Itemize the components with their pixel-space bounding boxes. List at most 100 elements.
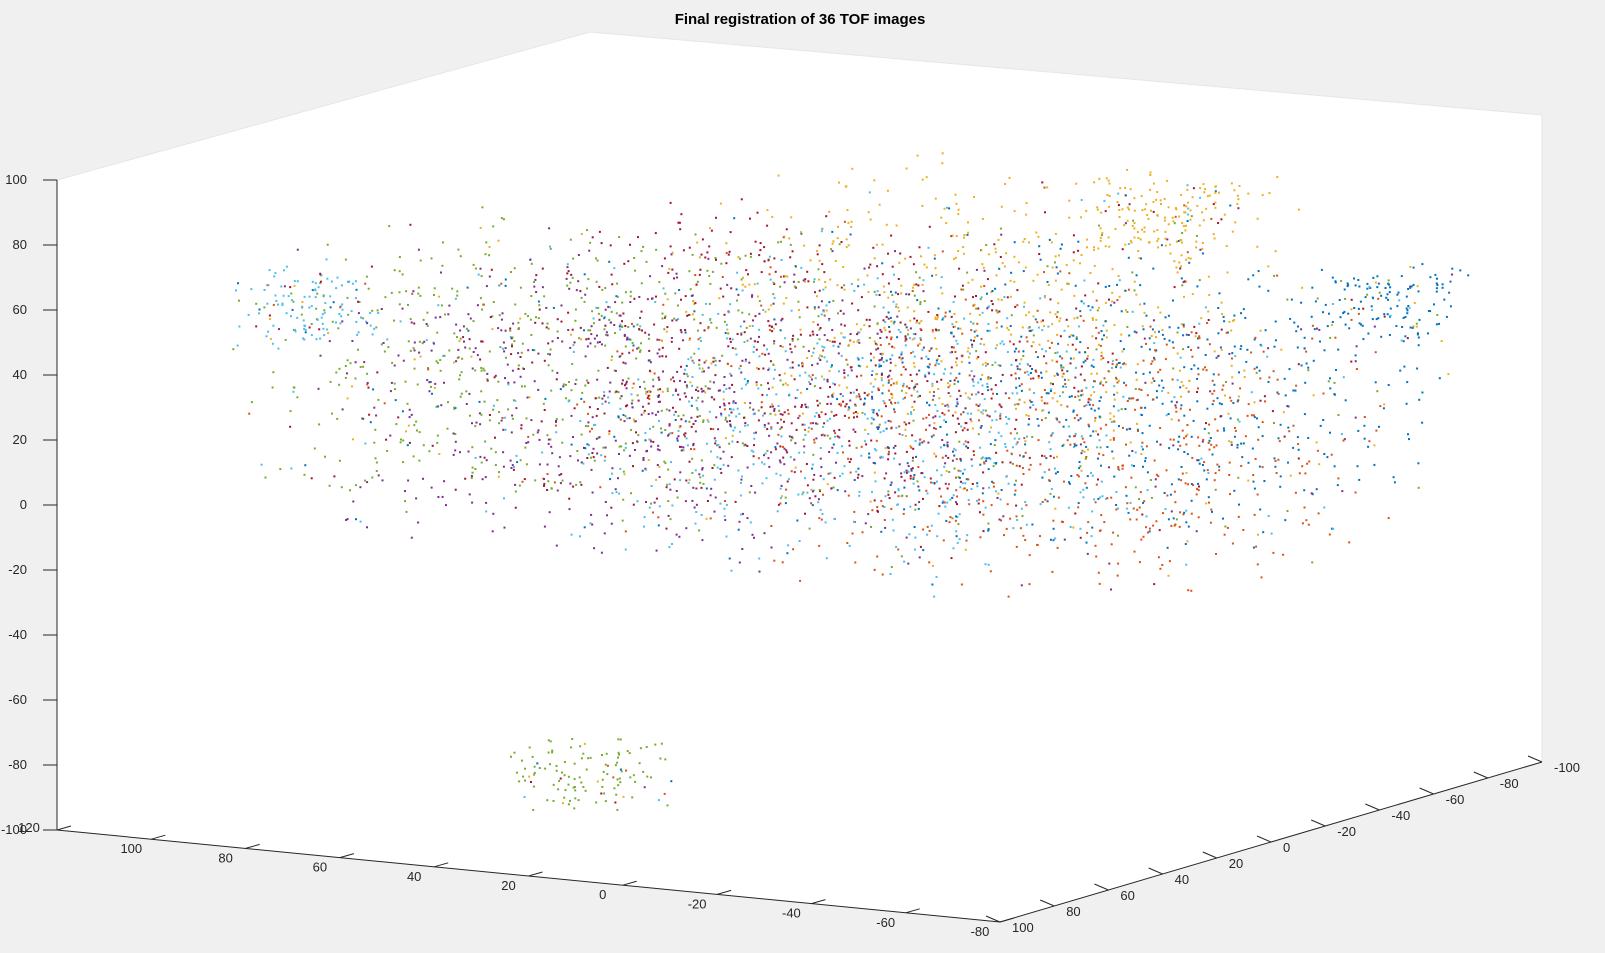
point: [1047, 392, 1050, 395]
point: [1190, 499, 1193, 502]
point: [1173, 396, 1176, 399]
point: [310, 477, 313, 480]
point: [1127, 256, 1130, 259]
point: [797, 493, 800, 496]
box-top-right-edge: [589, 31, 1543, 116]
point: [783, 235, 786, 238]
point: [741, 442, 744, 445]
point: [782, 445, 784, 448]
point: [685, 364, 688, 367]
point: [679, 329, 682, 332]
point: [723, 408, 726, 411]
point: [836, 284, 839, 287]
point: [728, 250, 731, 253]
point: [840, 402, 843, 405]
point: [649, 361, 652, 364]
point: [383, 402, 386, 405]
point: [852, 428, 855, 431]
point: [387, 346, 390, 349]
point: [850, 220, 853, 223]
point: [648, 397, 651, 400]
point: [743, 416, 745, 419]
point: [902, 366, 905, 368]
point: [776, 422, 779, 424]
point: [1198, 224, 1201, 227]
point: [537, 317, 540, 320]
point: [319, 354, 322, 357]
point: [890, 338, 892, 341]
point: [871, 391, 874, 394]
point: [875, 343, 878, 346]
point: [568, 287, 571, 290]
point: [770, 451, 773, 454]
point: [982, 513, 985, 516]
point: [509, 329, 512, 332]
point: [1231, 542, 1234, 545]
point: [1239, 347, 1242, 350]
point: [840, 404, 842, 407]
point: [679, 445, 681, 448]
point: [1377, 282, 1380, 285]
point: [992, 465, 995, 468]
point: [583, 742, 586, 745]
point: [853, 520, 855, 523]
point: [1122, 464, 1124, 467]
point-cloud: [232, 152, 1470, 811]
point: [657, 444, 660, 447]
point: [1164, 358, 1167, 361]
point: [417, 248, 420, 251]
point: [511, 414, 514, 417]
point: [1236, 446, 1239, 449]
point: [752, 408, 755, 411]
point: [642, 459, 645, 461]
point: [654, 413, 657, 416]
point: [829, 278, 832, 281]
point: [813, 278, 816, 281]
point: [755, 381, 758, 384]
point: [497, 327, 500, 330]
point: [692, 313, 694, 316]
point: [547, 739, 550, 742]
point: [561, 441, 564, 444]
point: [604, 455, 607, 458]
point: [967, 396, 970, 399]
point: [723, 507, 726, 510]
point: [555, 420, 557, 422]
point: [465, 327, 468, 330]
point: [1007, 595, 1010, 598]
point: [1094, 419, 1096, 422]
point: [422, 477, 424, 480]
point: [870, 359, 873, 362]
point: [684, 500, 687, 503]
point: [743, 402, 746, 404]
point: [786, 480, 789, 483]
point: [1045, 392, 1048, 395]
point: [1350, 318, 1353, 321]
point: [663, 328, 666, 331]
point: [654, 743, 657, 746]
point: [1041, 501, 1044, 503]
point: [984, 563, 987, 566]
point: [603, 317, 606, 320]
point: [633, 420, 636, 423]
point: [768, 324, 771, 327]
point: [555, 418, 558, 421]
point: [405, 510, 408, 513]
point: [338, 367, 341, 370]
point: [454, 488, 457, 491]
point: [712, 356, 715, 359]
point: [785, 449, 788, 452]
point: [717, 389, 720, 392]
point: [932, 434, 935, 437]
point: [1040, 419, 1043, 422]
point: [1079, 262, 1081, 265]
point: [1144, 460, 1147, 463]
point: [1056, 546, 1059, 549]
point: [705, 359, 708, 362]
point: [1184, 543, 1187, 545]
point: [326, 277, 329, 280]
point: [908, 387, 911, 390]
point: [855, 446, 858, 449]
point: [1154, 485, 1157, 488]
point: [882, 361, 885, 363]
